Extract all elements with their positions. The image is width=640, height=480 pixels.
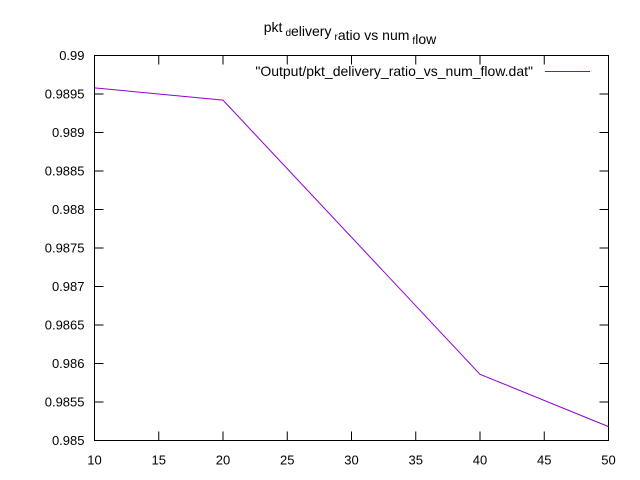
y-tick-label: 0.989 — [52, 125, 85, 140]
x-tick-label: 40 — [473, 453, 487, 468]
series-lines — [94, 87, 609, 428]
y-axis-ticks: 0.985 0.9855 0.986 0.9865 0.987 0.9875 0.988 0.… — [45, 48, 609, 448]
x-tick-label: 20 — [216, 453, 230, 468]
legend: "Output/pkt_delivery_ratio_vs_num_flow.d… — [255, 63, 590, 79]
x-tick-label: 25 — [280, 453, 294, 468]
title-text: atio vs num — [338, 27, 410, 43]
title-text: low — [415, 31, 437, 47]
x-axis-ticks: 10 15 20 25 30 35 40 45 50 — [87, 55, 616, 468]
title-subscript: f — [412, 36, 415, 47]
y-tick-label: 0.9875 — [45, 241, 85, 256]
x-tick-label: 45 — [537, 453, 551, 468]
y-tick-label: 0.9865 — [45, 318, 85, 333]
title-text: elivery — [291, 23, 331, 39]
y-tick-label: 0.9885 — [45, 164, 85, 179]
y-tick-label: 0.9855 — [45, 395, 85, 410]
legend-label: "Output/pkt_delivery_ratio_vs_num_flow.d… — [255, 63, 533, 79]
x-tick-label: 50 — [601, 453, 615, 468]
y-tick-label: 0.99 — [59, 48, 84, 63]
x-tick-label: 35 — [409, 453, 423, 468]
y-tick-label: 0.985 — [52, 433, 85, 448]
x-tick-label: 10 — [87, 453, 101, 468]
chart-title: pkt delivery ratio vs num flow — [264, 19, 437, 47]
title-subscript: d — [285, 28, 291, 39]
y-tick-label: 0.988 — [52, 202, 85, 217]
y-tick-label: 0.9895 — [45, 87, 85, 102]
series-line — [94, 87, 609, 428]
y-tick-label: 0.986 — [52, 356, 85, 371]
plot-frame — [94, 55, 609, 441]
x-tick-label: 30 — [344, 453, 358, 468]
y-tick-label: 0.987 — [52, 279, 85, 294]
x-tick-label: 15 — [152, 453, 166, 468]
title-subscript: r — [334, 32, 338, 43]
title-text: pkt — [264, 19, 283, 35]
